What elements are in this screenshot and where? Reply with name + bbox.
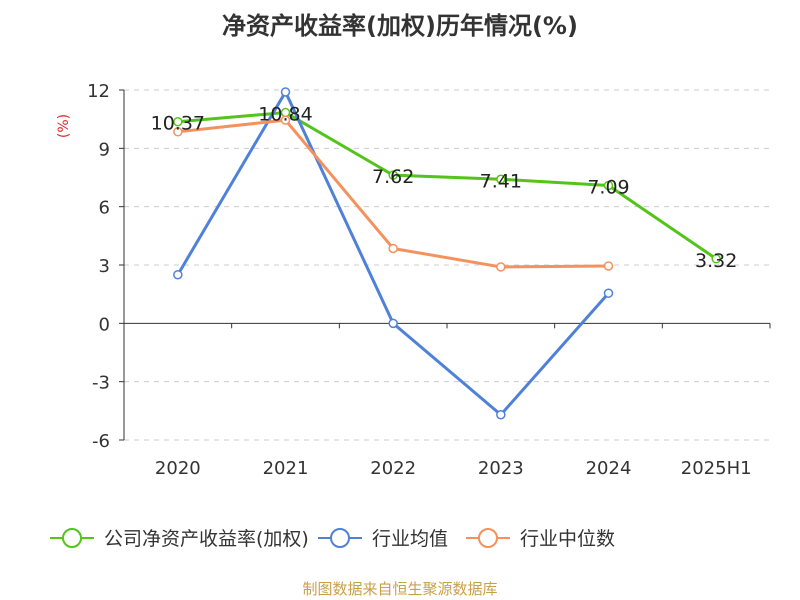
y-axis-label: (%) [56, 114, 72, 138]
data-point [173, 269, 183, 280]
legend-label: 公司净资产收益率(加权) [104, 528, 309, 550]
x-tick-label: 2023 [478, 458, 524, 479]
data-label: 7.62 [372, 166, 414, 188]
data-point [603, 180, 614, 191]
grid-lines [124, 89, 770, 441]
legend-marker [330, 528, 350, 548]
source-note: 制图数据来自恒生聚源数据库 [302, 580, 498, 598]
data-point [496, 262, 506, 272]
axes: -6 -3 0 3 6 9 12 2020 2021 2022 2023 2024 2025H1 [87, 81, 771, 479]
data-point [388, 170, 398, 180]
legend-label: 行业中位数 [520, 528, 615, 550]
data-point [388, 318, 398, 329]
data-point [496, 174, 506, 184]
data-label: 7.09 [587, 176, 629, 198]
y-tick-label: 3 [99, 256, 110, 277]
data-point [173, 127, 183, 137]
x-tick-label: 2021 [263, 458, 309, 479]
data-label: 10.84 [258, 104, 312, 126]
legend: 公司净资产收益率(加权) 行业均值 行业中位数 [50, 528, 615, 550]
data-point [280, 115, 291, 125]
data-point [603, 261, 614, 271]
data-point [496, 409, 506, 420]
data-point [603, 288, 614, 298]
data-point [280, 87, 291, 97]
y-tick-label: 12 [87, 81, 110, 102]
data-label: 10.37 [151, 113, 205, 135]
y-tick-label: 9 [99, 139, 110, 160]
x-tick-label: 2020 [155, 458, 201, 479]
y-tick-label: -3 [92, 373, 110, 394]
x-tick-label: 2022 [370, 458, 416, 479]
data-label: 3.32 [695, 250, 737, 272]
series-line-0 [177, 111, 718, 261]
legend-marker [62, 528, 82, 548]
y-tick-label: 6 [99, 198, 110, 219]
y-tick-label: 0 [99, 314, 110, 335]
data-label: 7.41 [480, 170, 522, 192]
data-labels: 10.37 10.84 7.62 7.41 7.09 3.32 [151, 104, 738, 272]
data-point [711, 254, 721, 264]
x-tick-label: 2024 [586, 458, 632, 479]
chart-title: 净资产收益率(加权)历年情况(%) [222, 12, 578, 40]
legend-marker [478, 528, 498, 548]
x-tick-label: 2025H1 [681, 458, 752, 479]
series-line-1 [176, 90, 610, 417]
y-tick-label: -6 [92, 431, 110, 452]
data-point [173, 116, 183, 127]
series-lines [173, 87, 721, 420]
legend-label: 行业均值 [372, 528, 448, 550]
data-point [388, 243, 398, 254]
